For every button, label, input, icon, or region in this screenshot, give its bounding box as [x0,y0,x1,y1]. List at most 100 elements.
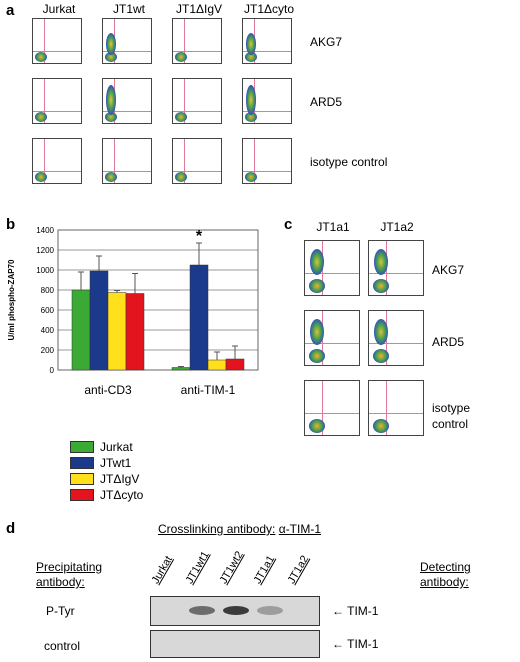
bar [107,292,127,371]
panel-a-column-header: JT1wt [112,2,145,16]
flow-population [245,172,257,182]
bar [125,293,145,371]
bar [189,264,209,371]
flow-population [35,172,47,182]
blot-detect-label: TIM-1 [347,637,379,651]
x-category-label: anti-TIM-1 [181,383,236,397]
flow-population-positive [106,33,116,55]
legend-swatch [70,441,94,453]
flow-population [105,172,117,182]
y-tick-label: 400 [41,326,55,335]
blot-detect-ptyr: ← TIM-1 [332,604,378,618]
legend-label: JTΔcyto [100,488,144,502]
y-tick-label: 0 [50,366,55,375]
flow-population [105,52,117,62]
panel-d-title-antibody: α-TIM-1 [278,522,322,536]
panel-a-row-label: ARD5 [310,95,343,109]
blot-band [257,606,283,615]
flow-plot [242,78,292,124]
plot-area [57,229,259,371]
flow-population [309,279,325,293]
flow-plot [242,138,292,184]
bar [171,367,191,371]
flow-plot [368,310,424,366]
blot-lane-label: JT1a1 [251,553,278,586]
flow-plot [32,78,82,124]
flow-population [105,112,117,122]
flow-population-positive [246,85,256,115]
flow-population [35,112,47,122]
bar [71,289,91,371]
flow-plot [102,18,152,64]
legend-label: Jurkat [100,440,133,454]
blot-band [189,606,215,615]
panel-d-left-header-line: antibody: [36,575,85,589]
flow-population [175,112,187,122]
flow-population [175,52,187,62]
panel-c-row-label: ARD5 [432,335,465,349]
y-tick-label: 600 [41,306,55,315]
legend-swatch [70,457,94,469]
blot-strip-control [150,630,320,658]
blot-detect-control: ← TIM-1 [332,637,378,651]
panel-a-letter: a [6,2,15,19]
y-tick-label: 1000 [36,266,54,275]
legend-swatch [70,473,94,485]
flow-population-positive [246,33,256,55]
panel-c-row-label-line: control [432,417,469,431]
flow-plot [32,18,82,64]
flow-population [245,112,257,122]
flow-plot [368,240,424,296]
blot-detect-label: TIM-1 [347,604,379,618]
legend-label: JTwt1 [100,456,132,470]
panel-d-title-text: Crosslinking antibody: [158,522,276,536]
panel-d-right-header-line: Detecting [420,560,471,574]
flow-plot [172,138,222,184]
panel-d-right-header: Detecting antibody: [420,560,471,590]
blot-row-label: P-Tyr [46,604,75,618]
significance-annotation: * [196,228,203,245]
flow-population [175,172,187,182]
y-axis-label: U/ml phospho-ZAP70 [7,259,16,340]
flow-plot [32,138,82,184]
panel-b-legend: Jurkat JTwt1 JTΔIgV JTΔcyto [70,440,210,510]
flow-population [309,419,325,433]
panel-a-column-header: JT1ΔIgV [175,2,223,16]
blot-band [223,606,249,615]
flow-plot [304,380,360,436]
flow-population-positive [310,249,324,275]
bar [225,358,245,371]
panel-c-row-label: isotype control [432,400,470,432]
flow-plot [242,18,292,64]
arrow-left-icon: ← [332,604,344,618]
flow-population-positive [106,85,116,115]
flow-plot [304,240,360,296]
blot-lane-label: Jurkat [149,554,175,586]
panel-a-row-label: AKG7 [310,35,343,49]
arrow-left-icon: ← [332,637,344,651]
flow-population [309,349,325,363]
flow-population [373,279,389,293]
panel-a-row-label: isotype control [310,155,388,169]
flow-plot [368,380,424,436]
panel-c-letter: c [284,216,293,233]
panel-a-column-header: JT1Δcyto [243,2,295,16]
panel-c-column-header: JT1a1 [316,220,350,234]
blot-strip-ptyr [150,596,320,626]
flow-population [245,52,257,62]
panel-c-column-header: JT1a2 [380,220,414,234]
flow-plot [172,78,222,124]
legend-label: JTΔIgV [100,472,140,486]
flow-plot [102,138,152,184]
panel-c-row-label: AKG7 [432,263,465,277]
flow-population [373,349,389,363]
legend-swatch [70,489,94,501]
panel-c-row-label-line: isotype [432,401,471,415]
y-tick-label: 1200 [36,246,54,255]
flow-plot [304,310,360,366]
blot-row-label: control [44,639,81,653]
panel-d-right-header-line: antibody: [420,575,469,589]
blot-lane-label: JT1wt1 [183,549,212,586]
bar [207,359,227,371]
panel-d-left-header-line: Precipitating [36,560,103,574]
